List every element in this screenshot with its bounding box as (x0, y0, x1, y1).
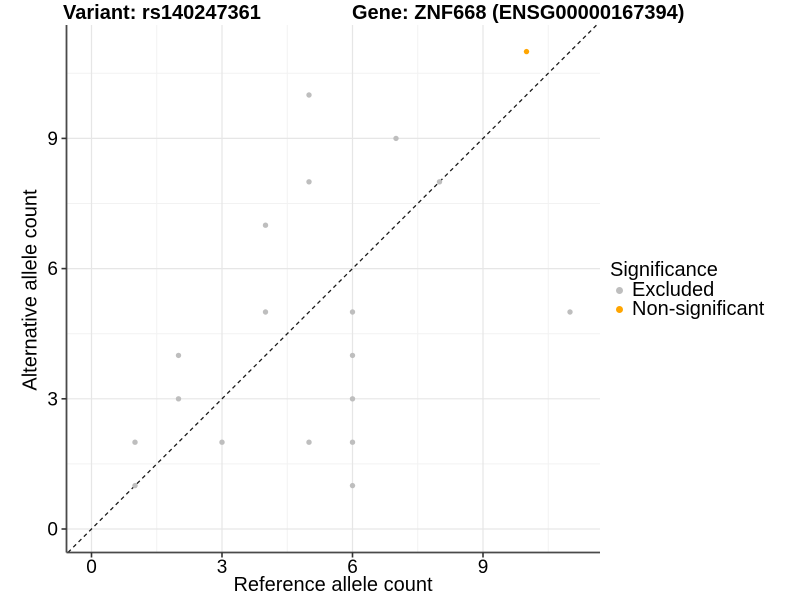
legend-item-non-significant: Non-significant (608, 298, 765, 320)
y-tick-label: 9 (47, 129, 58, 150)
x-tick-label: 3 (217, 557, 228, 578)
scatter-point-excluded (349, 439, 356, 445)
identity-line (67, 24, 598, 553)
x-tick-label: 0 (86, 557, 97, 578)
scatter-point-excluded (349, 396, 356, 402)
scatter-point-excluded (349, 482, 356, 489)
x-axis-title: Reference allele count (233, 574, 433, 596)
y-tick-label: 6 (47, 259, 58, 280)
scatter-point-excluded (393, 135, 399, 142)
scatter-point-excluded (175, 396, 182, 402)
scatter-point-excluded (349, 309, 356, 315)
legend-label: Non-significant (632, 298, 765, 320)
legend-dot-icon (616, 287, 623, 294)
scatter-point-excluded (349, 352, 356, 359)
legend-title: Significance (610, 259, 718, 281)
scatter-point-excluded (262, 222, 269, 228)
scatter-point-non-significant (523, 48, 530, 55)
scatter-point-excluded (219, 439, 225, 445)
y-axis-title: Alternative allele count (19, 189, 42, 391)
scatter-point-excluded (306, 439, 312, 445)
legend-dot-icon (616, 306, 623, 313)
scatter-point-excluded (132, 482, 138, 489)
scatter-point-excluded (175, 352, 182, 359)
scatter-point-excluded (306, 179, 312, 185)
y-tick-label: 3 (47, 389, 58, 410)
plot-title-gene: Gene: ZNF668 (ENSG00000167394) (352, 2, 685, 24)
legend-item-excluded: Excluded (608, 279, 764, 301)
scatter-point-excluded (567, 309, 573, 315)
scatter-point-excluded (306, 92, 312, 98)
scatter-point-excluded (262, 309, 269, 315)
x-tick-label: 9 (478, 557, 489, 578)
plot-title-variant: Variant: rs140247361 (63, 2, 261, 24)
legend: Significance Excluded Non-significant (608, 259, 765, 321)
legend-label: Excluded (632, 279, 715, 301)
scatter-point-excluded (132, 439, 138, 445)
y-tick-label: 0 (47, 520, 58, 541)
legend-items: Excluded Non-significant (608, 279, 765, 320)
scatter-point-excluded (436, 179, 443, 185)
x-tick-label: 6 (347, 557, 358, 578)
